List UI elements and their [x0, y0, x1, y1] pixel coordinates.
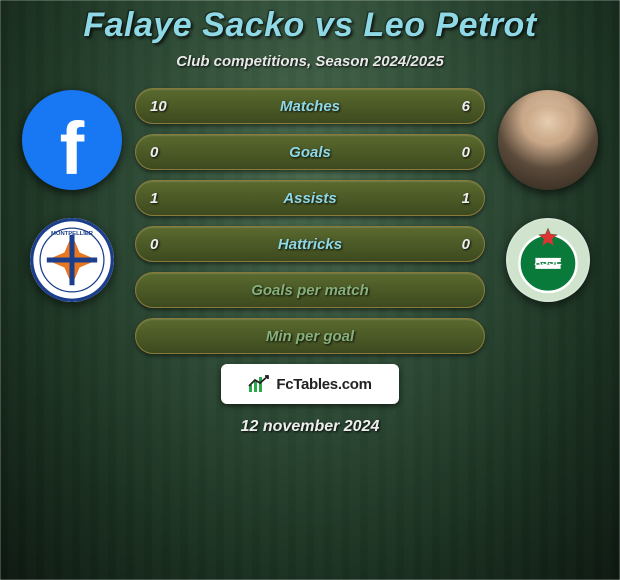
stat-label: Goals per match: [251, 282, 369, 299]
svg-text:MONTPELLIER: MONTPELLIER: [51, 231, 94, 237]
comparison-panel: f MONTPELLIER 10Matches60Goals01Assists1…: [0, 88, 620, 354]
stat-right-value: 0: [462, 135, 470, 169]
subtitle: Club competitions, Season 2024/2025: [176, 53, 444, 70]
stat-right-value: 1: [462, 181, 470, 215]
stat-row: Goals per match: [135, 272, 485, 308]
branding-badge: FcTables.com: [221, 364, 399, 404]
left-column: f MONTPELLIER: [17, 88, 127, 302]
page-title: Falaye Sacko vs Leo Petrot: [83, 6, 536, 45]
stat-left-value: 1: [150, 181, 158, 215]
stat-row: 1 Assists 1: [135, 180, 485, 216]
club-left-crest: MONTPELLIER: [30, 218, 114, 302]
stat-label: Goals: [289, 144, 331, 161]
stat-left-value: 10: [150, 89, 167, 123]
right-column: ASSE: [493, 88, 603, 302]
chart-icon: [248, 375, 270, 393]
stat-row: 10 Matches 6: [135, 88, 485, 124]
stat-right-value: 6: [462, 89, 470, 123]
facebook-f-icon: f: [60, 106, 85, 191]
stat-label: Assists: [283, 190, 336, 207]
stat-row: 0 Hattricks 0: [135, 226, 485, 262]
stat-row: Min per goal: [135, 318, 485, 354]
player-right-avatar: [498, 90, 598, 190]
stat-row: 0 Goals 0: [135, 134, 485, 170]
stat-left-value: 0: [150, 135, 158, 169]
stat-label: Min per goal: [266, 328, 354, 345]
branding-text: FcTables.com: [276, 376, 371, 393]
stat-left-value: 0: [150, 227, 158, 261]
date-text: 12 november 2024: [241, 418, 380, 436]
stat-rows: 10Matches60Goals01Assists10Hattricks0Goa…: [135, 88, 485, 354]
stat-label: Hattricks: [278, 236, 342, 253]
stat-right-value: 0: [462, 227, 470, 261]
stat-label: Matches: [280, 98, 340, 115]
club-right-crest: ASSE: [506, 218, 590, 302]
svg-text:ASSE: ASSE: [534, 257, 562, 268]
player-left-avatar: f: [22, 90, 122, 190]
